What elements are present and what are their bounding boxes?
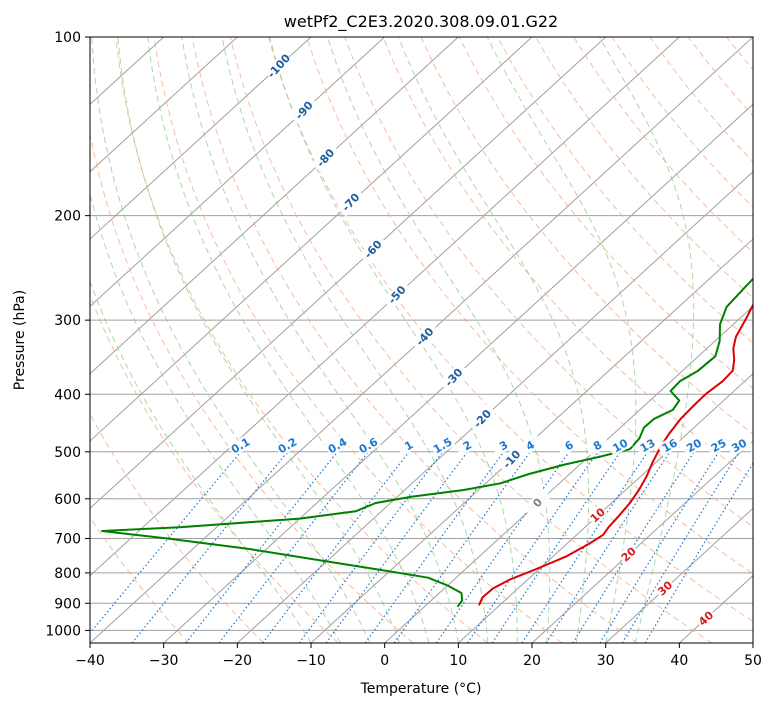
x-tick-label: −10 [296,653,326,669]
mixing-ratio-line [572,451,695,643]
moist-adiabat-line [598,37,695,643]
x-tick-label: −40 [75,653,105,669]
dry-adiabat-line [496,37,753,344]
dry-adiabat-line [90,516,190,643]
moist-adiabat-line [398,37,590,643]
mixing-ratio-line [621,451,740,643]
dry-adiabat-line [382,37,753,481]
mixing-ratio-line [262,451,410,643]
y-tick-label: 600 [54,492,81,508]
y-tick-label: 700 [54,532,81,548]
moist-adiabat-line [117,37,400,643]
dry-adiabat-line [153,37,563,643]
moist-adiabat-line [147,37,430,643]
mixing-ratio-label: 36 [747,434,770,457]
y-tick-label: 400 [54,387,81,403]
dry-adiabat-line [229,37,712,643]
y-axis: 100 200 300 400 500 600 700 800 900 1000 [45,30,90,639]
dry-adiabat-line [344,37,753,528]
isotherm-line [90,37,533,442]
dry-adiabat-line [268,37,753,623]
mixing-ratio-label: 1 [395,434,422,457]
isotherm-line [457,372,753,643]
moist-adiabat-line [486,37,637,643]
mixing-ratio-label: 6 [556,434,582,457]
mixing-ratio-label: 4 [517,434,543,457]
dry-adiabat-line [90,412,264,643]
x-axis: −40 −30 −20 −10 0 10 20 30 40 50 [75,643,762,669]
isotherm-line [90,37,459,375]
moist-adiabat-line [269,37,518,643]
chart-title: wetPf2_C2E3.2020.308.09.01.G22 [284,12,558,32]
x-tick-label: 10 [449,653,467,669]
mixing-ratio-line [435,451,570,643]
plot-frame [89,36,754,644]
x-tick-label: −30 [149,653,179,669]
isotherm-line [90,37,386,308]
x-tick-label: 0 [380,653,389,669]
mixing-ratio-line [298,451,444,643]
y-axis-title: Pressure (hPa) [12,290,28,390]
moist-adiabat-line [221,37,489,643]
x-tick-label: 30 [597,653,615,669]
dry-adiabat-line [420,37,753,435]
mixing-ratio-line [521,451,649,643]
dry-adiabat-line [191,37,638,643]
dry-adiabat-line [306,37,753,575]
mixing-ratio-line [466,451,599,643]
x-tick-label: 20 [523,653,541,669]
isotherm-line [531,440,753,643]
mixing-ratio-line [491,451,621,643]
y-tick-label: 100 [54,30,81,46]
mixing-ratio-label: 8 [584,434,611,457]
x-tick-label: −20 [223,653,253,669]
dry-adiabat-line [535,37,753,299]
isotherm-line [384,305,753,643]
isotherm-line [236,170,753,643]
mixing-ratio-line [325,451,468,643]
isotherm-line [90,37,680,577]
moist-adiabat-line [90,192,341,643]
series-layer [101,277,753,608]
x-axis-title: Temperature (°C) [360,681,482,697]
mixing-ratio-line [545,451,671,643]
mixing-ratio-line [364,451,505,643]
isotherm-line [90,37,607,510]
dry-adiabat-line [90,131,414,643]
moist-adiabat-line [181,37,459,643]
mixing-ratio-line [185,451,339,643]
x-tick-label: 50 [744,653,762,669]
mixing-ratio-line [131,451,289,643]
mixing-ratio-label: 2 [454,434,481,457]
y-tick-label: 1000 [45,623,81,639]
y-tick-label: 500 [54,445,81,461]
temperature-profile-line [478,302,753,606]
isotherm-label: 0 [523,487,552,518]
y-tick-label: 300 [54,313,81,329]
isotherm-line [605,507,753,643]
dewpoint-profile-line [101,277,753,608]
mixing-ratio-line [644,462,753,643]
dry-adiabat-line [458,37,753,390]
mixing-ratio-label: 3 [490,434,517,457]
y-tick-label: 200 [54,209,81,225]
isotherm-line [310,238,753,643]
dry-adiabat-line [115,37,488,643]
mixing-ratio-label-text: 36 [750,436,770,455]
isotherm-line [90,37,312,240]
moist-adiabat-line [91,37,371,643]
y-tick-label: 900 [54,596,81,612]
mixing-ratio-line [90,451,242,634]
y-tick-label: 800 [54,566,81,582]
mixing-ratio-line [393,451,531,643]
x-tick-label: 40 [670,653,688,669]
isotherm-line [90,37,238,173]
